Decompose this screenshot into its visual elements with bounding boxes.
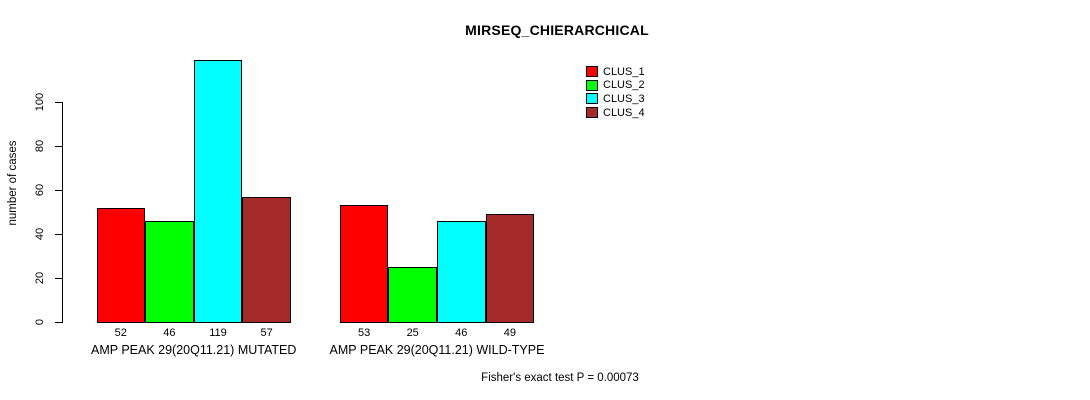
bar-value-label: 57 (260, 327, 273, 339)
bar-value-label: 52 (114, 327, 127, 339)
legend-swatch-clus_2 (586, 79, 598, 91)
y-axis-line (62, 102, 63, 323)
legend-label: CLUS_2 (603, 79, 645, 92)
legend-row: CLUS_4 (586, 106, 645, 120)
bar-value-label: 25 (406, 327, 419, 339)
y-tick-label: 40 (34, 227, 46, 241)
legend-swatch-clus_1 (586, 66, 598, 78)
y-tick-label: 80 (34, 139, 46, 153)
bar-clus_1-group2 (339, 205, 389, 323)
bar-clus_2-group1 (145, 220, 194, 323)
bar-clus_2-group2 (388, 267, 437, 323)
bar-value-label: 49 (503, 327, 517, 339)
legend: CLUS_1 CLUS_2 CLUS_3 CLUS_4 (586, 65, 645, 119)
bar-clus_4-group1 (242, 196, 291, 323)
y-tick-mark (55, 322, 62, 323)
legend-label: CLUS_1 (603, 65, 645, 78)
y-tick-label: 100 (34, 92, 46, 112)
y-tick-label: 0 (34, 318, 46, 326)
legend-label: CLUS_3 (603, 92, 645, 105)
y-tick-label: 60 (34, 183, 46, 197)
y-tick-mark (55, 102, 62, 103)
y-tick-label: 20 (34, 271, 46, 285)
bar-clus_1-group1 (96, 207, 146, 323)
legend-swatch-clus_4 (586, 107, 598, 119)
bar-value-label: 46 (163, 327, 176, 339)
fisher-test-note: Fisher's exact test P = 0.00073 (481, 372, 639, 384)
bar-value-label: 46 (455, 327, 468, 339)
bar-clus_3-group2 (437, 220, 486, 323)
chart-title: MIRSEQ_CHIERARCHICAL (465, 22, 649, 38)
x-category-label: AMP PEAK 29(20Q11.21) MUTATED (90, 343, 297, 357)
legend-row: CLUS_3 (586, 92, 645, 106)
legend-row: CLUS_1 (586, 65, 645, 79)
bar-value-label: 119 (209, 327, 227, 339)
y-tick-mark (55, 190, 62, 191)
x-category-label: AMP PEAK 29(20Q11.21) WILD-TYPE (329, 343, 545, 357)
legend-row: CLUS_2 (586, 79, 645, 93)
bar-clus_4-group2 (485, 214, 535, 323)
bar-clus_3-group1 (193, 60, 243, 323)
bar-value-label: 53 (357, 327, 371, 339)
y-axis-label: number of cases (7, 140, 19, 226)
legend-swatch-clus_3 (586, 93, 598, 105)
y-tick-mark (55, 278, 62, 279)
y-tick-mark (55, 234, 62, 235)
legend-label: CLUS_4 (603, 106, 645, 119)
y-tick-mark (55, 146, 62, 147)
